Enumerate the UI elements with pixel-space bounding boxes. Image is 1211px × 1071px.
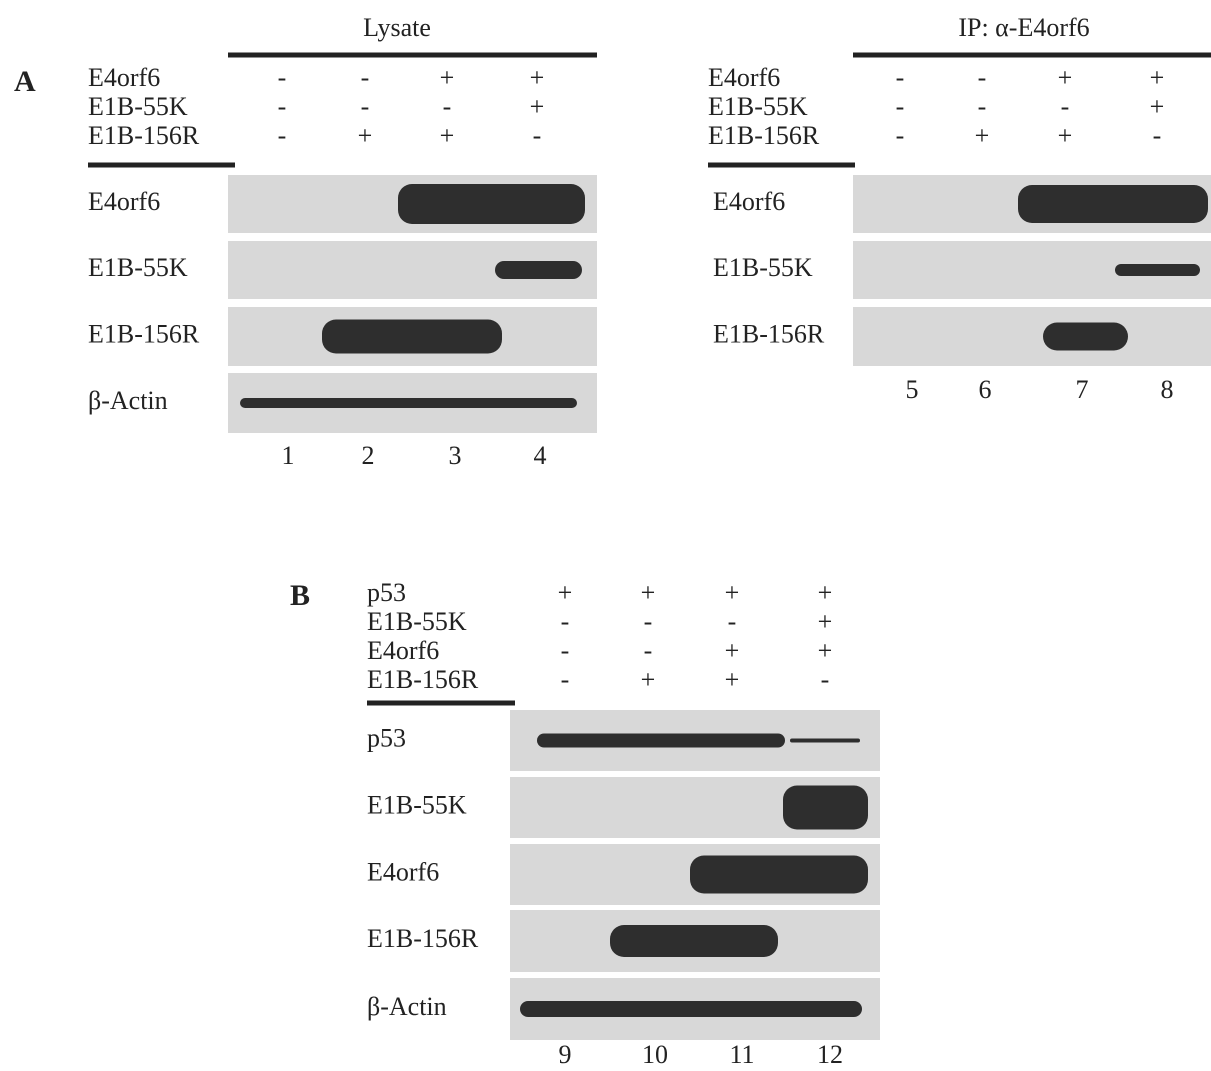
band [240,398,577,408]
lane-number: 10 [642,1040,668,1069]
band [322,320,502,354]
condition-sign: + [818,578,833,607]
band [610,925,778,957]
lane-number: 11 [729,1040,754,1069]
condition-sign: + [1150,92,1165,121]
condition-label: E1B-55K [367,607,467,636]
condition-label: E1B-55K [708,92,808,121]
band [1018,185,1208,223]
condition-sign: - [361,92,370,121]
condition-label: E1B-156R [88,121,200,150]
page: { "panel_a": { "letter": "A", "lysate": … [0,0,1211,1071]
condition-sign: + [818,607,833,636]
panel-letter: B [290,579,310,612]
condition-sign: - [1153,121,1162,150]
blot-label: E4orf6 [367,857,439,886]
condition-sign: + [641,665,656,694]
blot-label: E1B-156R [713,319,825,348]
band [1115,264,1200,276]
band [1043,323,1128,351]
condition-sign: - [443,92,452,121]
condition-sign: + [725,665,740,694]
condition-sign: + [440,121,455,150]
blot-label: E1B-55K [88,253,188,282]
blot-label: E1B-55K [367,790,467,819]
blot-label: p53 [367,723,406,752]
panel-title: IP: α-E4orf6 [958,13,1089,42]
condition-label: E1B-156R [367,665,479,694]
condition-sign: - [978,92,987,121]
band [495,261,582,279]
lane-number: 3 [449,441,462,470]
lane-number: 8 [1161,375,1174,404]
condition-sign: - [278,92,287,121]
blot-label: E4orf6 [713,187,785,216]
condition-sign: + [558,578,573,607]
condition-sign: - [644,636,653,665]
lane-number: 5 [906,375,919,404]
blot-background [853,307,1211,366]
band [690,856,868,894]
condition-sign: + [530,92,545,121]
band [783,786,868,830]
condition-label: E4orf6 [367,636,439,665]
blot-label: E1B-156R [367,924,479,953]
condition-sign: - [644,607,653,636]
condition-sign: - [821,665,830,694]
condition-sign: - [728,607,737,636]
condition-sign: - [1061,92,1070,121]
condition-label: E1B-156R [708,121,820,150]
condition-sign: + [358,121,373,150]
condition-sign: + [975,121,990,150]
band [537,734,785,748]
blot-label: β-Actin [88,386,168,415]
lane-number: 6 [979,375,992,404]
band [790,739,860,743]
condition-sign: + [725,636,740,665]
condition-sign: + [1150,63,1165,92]
blot-label: E4orf6 [88,187,160,216]
band [520,1001,862,1017]
figure: A B LysateE4orf6--++E1B-55K---+E1B-156R-… [0,0,1211,1071]
condition-sign: - [896,63,905,92]
condition-sign: - [278,121,287,150]
condition-sign: + [440,63,455,92]
condition-label: p53 [367,578,406,607]
condition-sign: - [896,92,905,121]
condition-sign: - [278,63,287,92]
blot-label: β-Actin [367,992,447,1021]
condition-sign: + [818,636,833,665]
lane-number: 12 [817,1040,843,1069]
lane-number: 2 [362,441,375,470]
panel-letter: A [14,65,36,98]
condition-sign: - [978,63,987,92]
condition-sign: - [896,121,905,150]
condition-sign: + [725,578,740,607]
condition-label: E1B-55K [88,92,188,121]
condition-sign: - [533,121,542,150]
condition-sign: + [641,578,656,607]
panel-title: Lysate [363,13,431,42]
condition-sign: + [1058,121,1073,150]
condition-sign: - [561,665,570,694]
lane-number: 1 [282,441,295,470]
condition-sign: + [530,63,545,92]
blot-label: E1B-156R [88,319,200,348]
lane-number: 7 [1076,375,1089,404]
band [398,184,585,224]
condition-sign: + [1058,63,1073,92]
lane-number: 9 [559,1040,572,1069]
condition-sign: - [561,636,570,665]
blot-label: E1B-55K [713,253,813,282]
condition-sign: - [361,63,370,92]
condition-sign: - [561,607,570,636]
lane-number: 4 [534,441,547,470]
condition-label: E4orf6 [708,63,780,92]
condition-label: E4orf6 [88,63,160,92]
